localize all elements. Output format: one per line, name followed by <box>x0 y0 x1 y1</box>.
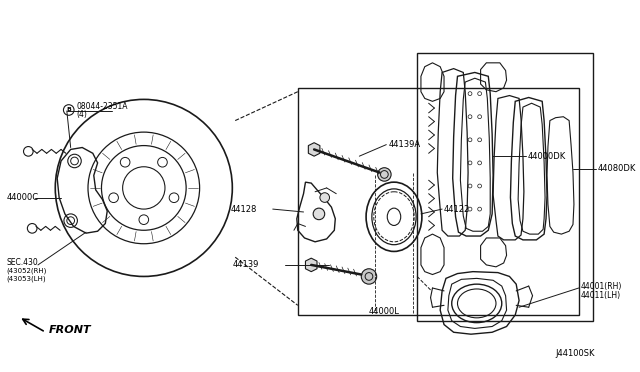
Text: 44011(LH): 44011(LH) <box>580 291 621 300</box>
Polygon shape <box>305 258 317 272</box>
Text: (43052(RH): (43052(RH) <box>6 267 47 274</box>
Text: 44139: 44139 <box>232 260 259 269</box>
Text: 08044-2351A: 08044-2351A <box>76 102 128 110</box>
Text: 44001(RH): 44001(RH) <box>580 282 622 291</box>
Text: 44128: 44128 <box>230 205 257 214</box>
Circle shape <box>313 208 324 220</box>
Text: 44000L: 44000L <box>369 307 400 315</box>
Text: (4): (4) <box>76 110 87 119</box>
Circle shape <box>378 168 391 181</box>
Bar <box>298 88 579 315</box>
Circle shape <box>361 269 377 284</box>
Text: FRONT: FRONT <box>49 326 91 335</box>
Circle shape <box>320 193 330 202</box>
Polygon shape <box>308 143 320 156</box>
Text: 44080DK: 44080DK <box>598 164 636 173</box>
Text: 44000DK: 44000DK <box>528 152 566 161</box>
Text: 44139A: 44139A <box>388 140 420 149</box>
Bar <box>417 53 593 321</box>
Text: B: B <box>67 108 71 112</box>
Text: (43053(LH): (43053(LH) <box>6 275 46 282</box>
Text: SEC.430: SEC.430 <box>6 257 38 266</box>
Text: 44122: 44122 <box>444 205 470 214</box>
Text: 44000C: 44000C <box>6 193 38 202</box>
Text: J44100SK: J44100SK <box>556 349 595 358</box>
